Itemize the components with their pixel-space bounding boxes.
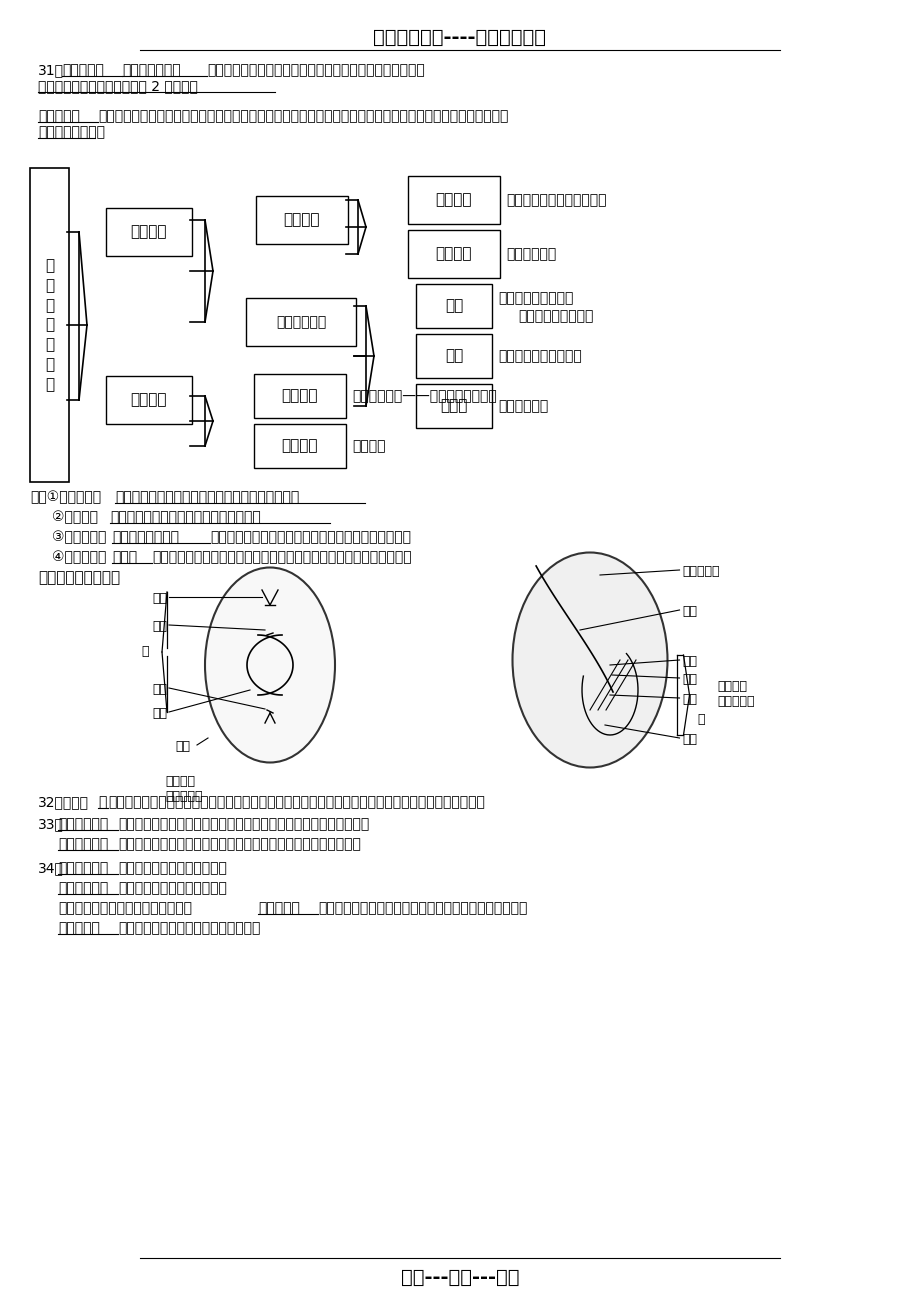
Text: 胚: 胚 <box>697 713 704 727</box>
Text: 玉米种子: 玉米种子 <box>717 680 746 693</box>
Text: （哺乳、鸭嘴兽除外）: （哺乳、鸭嘴兽除外） <box>497 349 581 363</box>
Text: 有胚乳种子: 有胚乳种子 <box>257 901 300 915</box>
FancyBboxPatch shape <box>415 384 492 428</box>
Text: 双子叶植物：: 双子叶植物： <box>58 837 108 852</box>
Text: 受精方式: 受精方式 <box>283 212 320 228</box>
Text: 小麦、玉米、水稻、蓖麻、柿: 小麦、玉米、水稻、蓖麻、柿 <box>118 861 227 875</box>
Text: 水螅进行的无性生殖方式是出芽生殖。即母体发育到一定时候能产生一些芽体，这些芽体从母体上脱落下来，就: 水螅进行的无性生殖方式是出芽生殖。即母体发育到一定时候能产生一些芽体，这些芽体从… <box>98 109 508 122</box>
Text: （昆虫、鱼、两栖、: （昆虫、鱼、两栖、 <box>497 292 573 305</box>
Text: 爬行、鸟、鸭嘴兽）: 爬行、鸟、鸭嘴兽） <box>517 309 593 323</box>
Text: 胚: 胚 <box>142 644 149 658</box>
Text: 有性生殖: 有性生殖 <box>130 224 167 240</box>
Text: 分裂生殖: 分裂生殖 <box>281 388 318 404</box>
Text: 胚根: 胚根 <box>152 684 167 697</box>
Text: 菜豆种子: 菜豆种子 <box>165 775 195 788</box>
Text: （鱼、两栖）: （鱼、两栖） <box>505 247 556 260</box>
Text: 体外受精: 体外受精 <box>436 246 471 262</box>
Text: 无胚乳种子: 无胚乳种子 <box>58 921 100 935</box>
Text: 33、: 33、 <box>38 816 63 831</box>
Text: 胚轴: 胚轴 <box>152 620 167 633</box>
FancyBboxPatch shape <box>30 168 69 482</box>
Text: 如鱼类、两栖类，其他大部分生活在陆上的为体内受精: 如鱼类、两栖类，其他大部分生活在陆上的为体内受精 <box>210 530 411 544</box>
Text: 哺乳类: 哺乳类 <box>112 549 137 564</box>
Text: 有性生殖，体外受精（试管里），体内发育，胎生: 有性生殖，体外受精（试管里），体内发育，胎生 <box>115 490 299 504</box>
Text: 子叶: 子叶 <box>152 707 167 720</box>
Text: ④体内发育；: ④体内发育； <box>52 549 107 564</box>
Text: 有胚乳种子：: 有胚乳种子： <box>58 861 108 875</box>
Text: 无性生殖（没有受精），体内发育，胎生: 无性生殖（没有受精），体内发育，胎生 <box>110 510 260 523</box>
FancyBboxPatch shape <box>254 424 346 467</box>
Text: 卵胎生: 卵胎生 <box>440 398 467 414</box>
Text: 是新植物体的幼体，它由胚芽、胚轴、胚根和子叶组成。植物种类及特性由胚决定。胚受损不能萌发。: 是新植物体的幼体，它由胚芽、胚轴、胚根和子叶组成。植物种类及特性由胚决定。胚受损… <box>108 796 484 809</box>
Text: 专心---专注---专业: 专心---专注---专业 <box>401 1268 518 1286</box>
Text: 无胚乳种子：: 无胚乳种子： <box>58 881 108 894</box>
Text: （单细胞动物——变形虫、草履虫）: （单细胞动物——变形虫、草履虫） <box>352 389 496 404</box>
Text: 一个母细胞通过细胞分裂变成 2 子细胞。: 一个母细胞通过细胞分裂变成 2 子细胞。 <box>38 79 198 92</box>
Text: 可以长成新个体。: 可以长成新个体。 <box>38 125 105 139</box>
Text: （水螅）: （水螅） <box>352 439 385 453</box>
Text: 一般生活在水中，: 一般生活在水中， <box>112 530 179 544</box>
Text: 胚轴: 胚轴 <box>682 693 697 706</box>
FancyBboxPatch shape <box>407 230 499 279</box>
Text: ②克隆羊：: ②克隆羊： <box>52 510 98 523</box>
Text: 出芽生殖: 出芽生殖 <box>281 439 318 453</box>
Text: 变形虫、草履虫: 变形虫、草履虫 <box>122 62 180 77</box>
Text: 注：①试管婴儿：: 注：①试管婴儿： <box>30 490 101 504</box>
Text: 胎生: 胎生 <box>445 349 462 363</box>
Text: 种皮: 种皮 <box>175 740 190 753</box>
FancyBboxPatch shape <box>255 197 347 243</box>
Ellipse shape <box>205 568 335 763</box>
Text: 体内受精: 体内受精 <box>436 193 471 207</box>
Text: 果皮与种皮: 果皮与种皮 <box>682 565 720 578</box>
Text: （鸭嘴兽除外）、鲨、蟒蛇，其余均为体外发育（有孵蛋、产卵行为）: （鸭嘴兽除外）、鲨、蟒蛇，其余均为体外发育（有孵蛋、产卵行为） <box>152 549 411 564</box>
Text: （昆虫、爬行、鸟、哺乳）: （昆虫、爬行、鸟、哺乳） <box>505 193 606 207</box>
Ellipse shape <box>512 552 667 767</box>
Text: 注意特点：一般来说，单子叶植物为: 注意特点：一般来说，单子叶植物为 <box>58 901 192 915</box>
Text: 胚乳: 胚乳 <box>682 605 697 618</box>
Text: 等单细胞动物一般进行无性生殖，生殖方式为分裂生殖。即: 等单细胞动物一般进行无性生殖，生殖方式为分裂生殖。即 <box>207 62 425 77</box>
Text: 卵生: 卵生 <box>445 298 462 314</box>
FancyBboxPatch shape <box>106 208 192 256</box>
Text: 菜豆、大豆、棉、黄瓜、花生: 菜豆、大豆、棉、黄瓜、花生 <box>118 881 227 894</box>
FancyBboxPatch shape <box>415 284 492 328</box>
FancyBboxPatch shape <box>407 176 499 224</box>
Text: （单子叶）: （单子叶） <box>717 695 754 708</box>
Text: 只有一片子叶（小麦、玉米、水稻、高粱、甘蔗）种子不能分成两半: 只有一片子叶（小麦、玉米、水稻、高粱、甘蔗）种子不能分成两半 <box>118 816 369 831</box>
Text: 分裂生殖：: 分裂生殖： <box>62 62 104 77</box>
FancyBboxPatch shape <box>245 298 356 346</box>
FancyBboxPatch shape <box>415 335 492 378</box>
Text: 第四节：植物的一生: 第四节：植物的一生 <box>38 570 120 585</box>
Text: 无性生殖: 无性生殖 <box>130 392 167 408</box>
Text: 34、: 34、 <box>38 861 63 875</box>
FancyBboxPatch shape <box>106 376 192 424</box>
Text: 32、植物的: 32、植物的 <box>38 796 89 809</box>
Text: 31、: 31、 <box>38 62 64 77</box>
Text: 胚芽: 胚芽 <box>682 673 697 686</box>
Text: 精选优质文档----倾情为你奉上: 精选优质文档----倾情为你奉上 <box>373 29 546 47</box>
Text: 胚芽: 胚芽 <box>152 592 167 605</box>
Text: 胚根: 胚根 <box>682 733 697 746</box>
Text: 有两片子叶（菜豆、大豆、棉、黄瓜、花生、橘）种子能分成两半: 有两片子叶（菜豆、大豆、棉、黄瓜、花生、橘）种子能分成两半 <box>118 837 360 852</box>
Text: （蓖麻、柿除外）能剥皮也能分成两半: （蓖麻、柿除外）能剥皮也能分成两半 <box>118 921 260 935</box>
Text: （鲨、蟒蛇）: （鲨、蟒蛇） <box>497 398 548 413</box>
Text: 胚: 胚 <box>98 796 107 809</box>
Text: 单子叶植物：: 单子叶植物： <box>58 816 108 831</box>
Text: 动
物
的
生
殖
方
式: 动 物 的 生 殖 方 式 <box>45 258 54 392</box>
Text: 胚胎发育方式: 胚胎发育方式 <box>276 315 325 329</box>
Text: ③体外受精的: ③体外受精的 <box>52 530 107 544</box>
Text: （双子叶）: （双子叶） <box>165 790 202 803</box>
Text: 子叶: 子叶 <box>682 655 697 668</box>
Text: （慈姑除外），不能剥皮也不能分成两半；双子叶植物为: （慈姑除外），不能剥皮也不能分成两半；双子叶植物为 <box>318 901 527 915</box>
FancyBboxPatch shape <box>254 374 346 418</box>
Text: 出芽生殖：: 出芽生殖： <box>38 109 80 122</box>
